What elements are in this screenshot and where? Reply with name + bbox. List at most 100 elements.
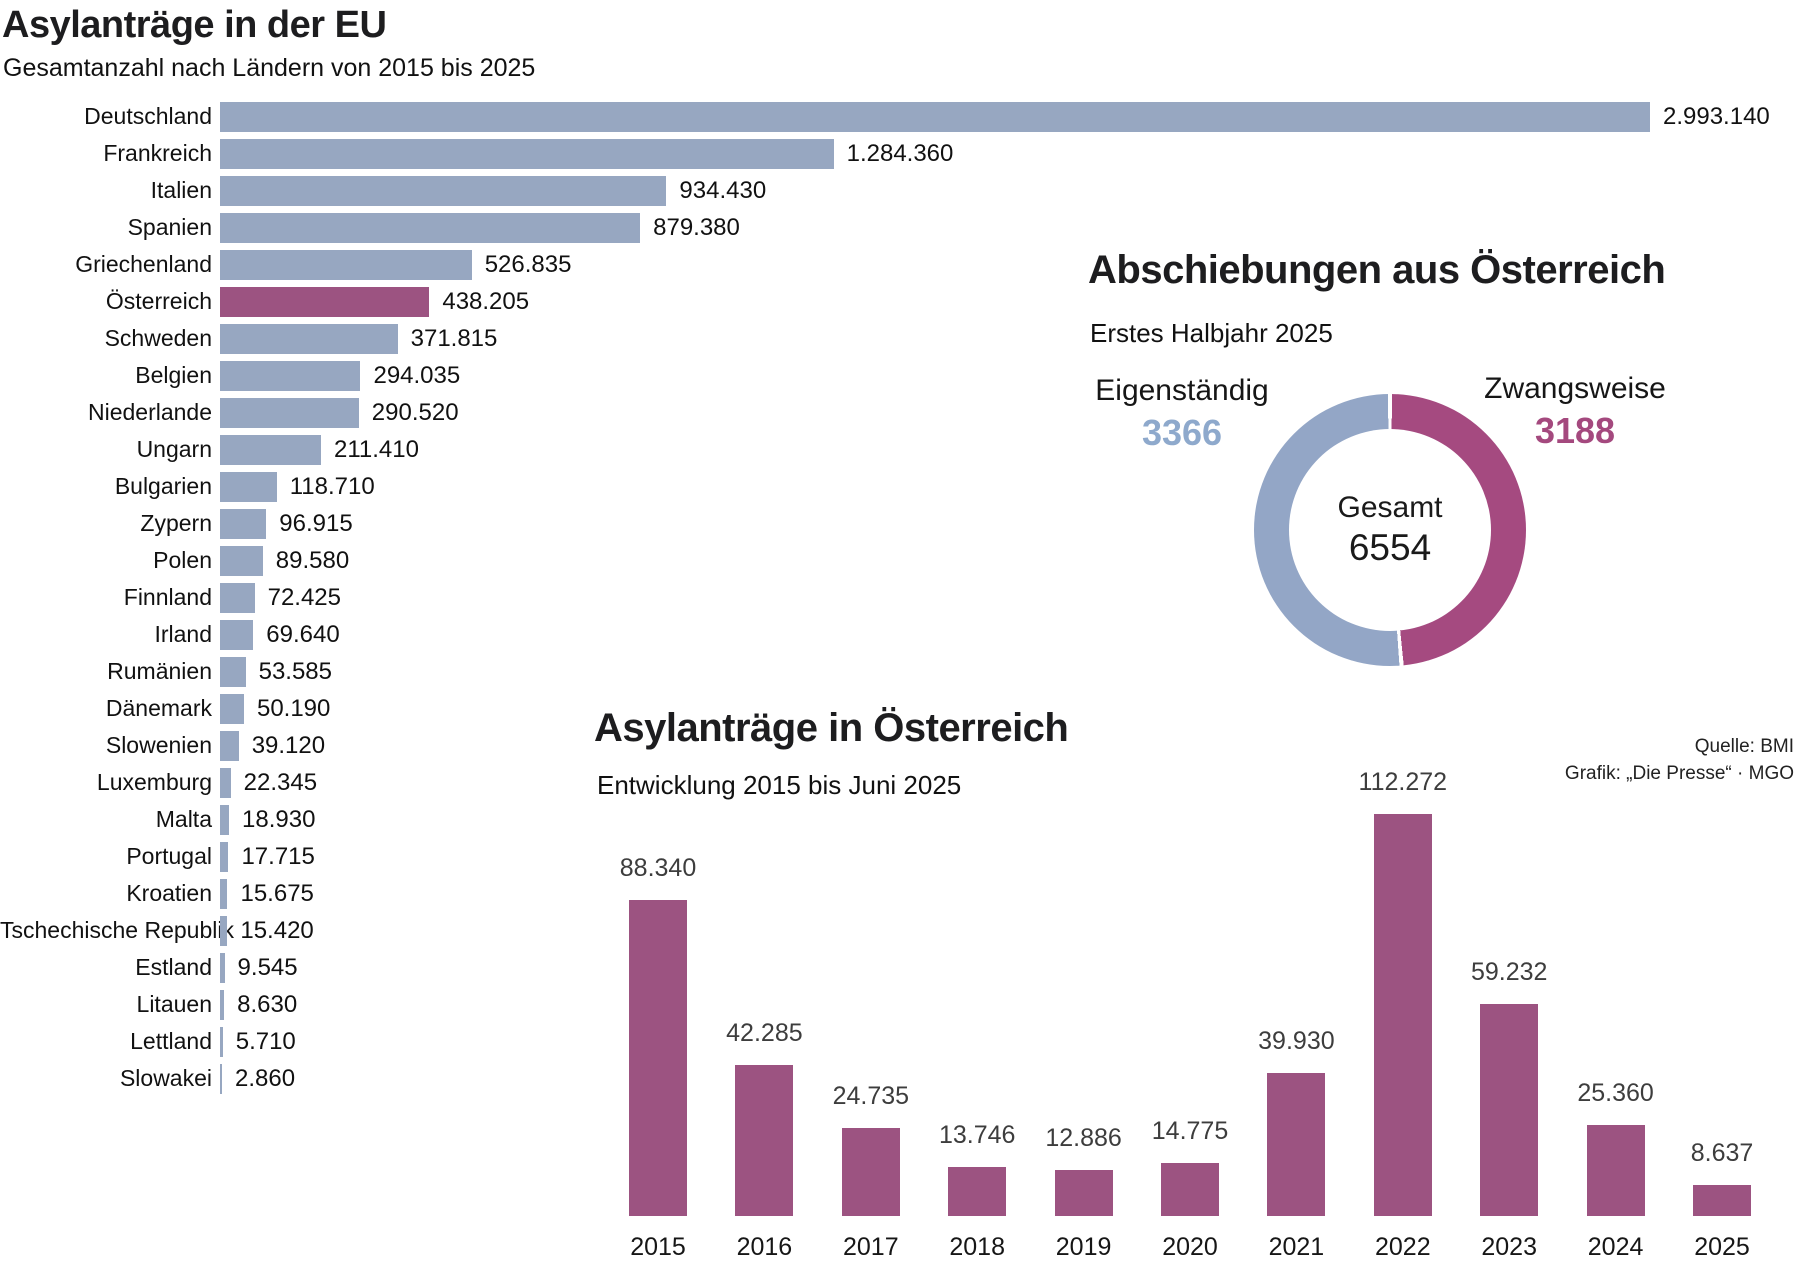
year-bar bbox=[1586, 1125, 1645, 1216]
year-axis-label: 2016 bbox=[736, 1233, 793, 1261]
country-bar bbox=[220, 101, 1650, 132]
country-value: 53.585 bbox=[258, 657, 332, 685]
country-label: Schweden bbox=[104, 325, 212, 351]
year-bar bbox=[629, 900, 687, 1216]
country-label: Rumänien bbox=[107, 658, 212, 684]
country-value: 2.860 bbox=[235, 1064, 296, 1092]
country-label: Kroatien bbox=[126, 880, 212, 906]
donut-center-value: 6554 bbox=[1348, 527, 1432, 568]
year-bar-value: 12.886 bbox=[1045, 1124, 1122, 1152]
year-bar-value: 24.735 bbox=[832, 1082, 910, 1110]
country-value: 22.345 bbox=[243, 768, 318, 796]
eu-bar-row: Lettland 5.710 bbox=[0, 1023, 1800, 1060]
eu-chart-subtitle: Gesamtanzahl nach Ländern von 2015 bis 2… bbox=[3, 54, 536, 82]
eu-bar-row: Rumänien 53.585 bbox=[0, 653, 1800, 690]
year-bar bbox=[1267, 1073, 1326, 1216]
country-label: Luxemburg bbox=[96, 769, 212, 795]
legend-eigenstaendig-name: Eigenständig bbox=[1095, 374, 1269, 407]
year-bar bbox=[1373, 814, 1432, 1216]
legend-eigenstaendig: Eigenständig 3366 bbox=[1062, 374, 1302, 454]
country-value: 72.425 bbox=[267, 583, 341, 611]
year-axis-label: 2018 bbox=[949, 1233, 1005, 1261]
source-grafik: Grafik: „Die Presse“ · MGO bbox=[1564, 763, 1794, 784]
country-value: 17.715 bbox=[241, 842, 315, 870]
country-value: 371.815 bbox=[410, 324, 498, 352]
eu-bar-row: Kroatien 15.675 bbox=[0, 875, 1800, 912]
country-label: Finnland bbox=[123, 584, 212, 610]
source-note: Quelle: BMI Grafik: „Die Presse“ · MGO bbox=[1565, 733, 1794, 787]
eu-bar-row: Estland 9.545 bbox=[0, 949, 1800, 986]
eu-bar-row: Portugal 17.715 bbox=[0, 838, 1800, 875]
eu-bar-row: Slowenien 39.120 bbox=[0, 727, 1800, 764]
country-bar bbox=[220, 1026, 223, 1057]
eu-bar-row: Irland 69.640 bbox=[0, 616, 1800, 653]
eu-bar-row: Niederlande 290.520 bbox=[0, 394, 1800, 431]
country-label: Spanien bbox=[127, 214, 212, 240]
eu-bar-row: Italien 934.430 bbox=[0, 172, 1800, 209]
country-label: Tschechische Republik bbox=[0, 917, 234, 943]
country-label: Malta bbox=[155, 806, 212, 832]
year-bar bbox=[1480, 1004, 1539, 1216]
country-bar bbox=[220, 397, 359, 428]
country-value: 50.190 bbox=[256, 694, 331, 722]
year-axis-label: 2019 bbox=[1055, 1233, 1112, 1261]
year-bar-value: 8.637 bbox=[1690, 1139, 1754, 1167]
country-bar bbox=[220, 619, 254, 650]
austria-chart-subtitle: Entwicklung 2015 bis Juni 2025 bbox=[597, 770, 962, 800]
eu-bar-row: Griechenland 526.835 bbox=[0, 246, 1800, 283]
country-bar bbox=[220, 360, 361, 391]
country-value: 96.915 bbox=[279, 509, 353, 537]
year-axis-label: 2025 bbox=[1694, 1233, 1750, 1261]
country-bar bbox=[220, 434, 321, 465]
year-axis-label: 2023 bbox=[1481, 1233, 1537, 1261]
year-bar-value: 88.340 bbox=[619, 854, 697, 882]
country-label: Irland bbox=[154, 621, 212, 647]
country-bar bbox=[220, 656, 246, 687]
eu-bar-row: Österreich 438.205 bbox=[0, 283, 1800, 320]
country-value: 526.835 bbox=[484, 250, 572, 278]
eu-bar-row: Polen 89.580 bbox=[0, 542, 1800, 579]
country-value: 438.205 bbox=[442, 287, 530, 315]
year-bar bbox=[1054, 1170, 1113, 1216]
year-bar-value: 13.746 bbox=[938, 1121, 1016, 1149]
country-label: Lettland bbox=[130, 1028, 212, 1054]
country-bar bbox=[220, 915, 228, 946]
eu-bar-row: Finnland 72.425 bbox=[0, 579, 1800, 616]
country-value: 8.630 bbox=[237, 990, 298, 1018]
year-bar-value: 42.285 bbox=[726, 1019, 803, 1047]
eu-bar-row: Ungarn 211.410 bbox=[0, 431, 1800, 468]
country-bar bbox=[220, 730, 239, 761]
country-bar bbox=[220, 249, 472, 280]
eu-bar-row: Dänemark 50.190 bbox=[0, 690, 1800, 727]
country-value: 89.580 bbox=[275, 546, 350, 574]
legend-zwangsweise-name: Zwangsweise bbox=[1484, 372, 1666, 405]
country-bar bbox=[220, 767, 231, 798]
country-bar bbox=[220, 952, 225, 983]
country-value: 290.520 bbox=[371, 398, 459, 426]
country-label: Dänemark bbox=[105, 695, 212, 721]
country-label: Griechenland bbox=[75, 251, 212, 277]
country-label: Frankreich bbox=[103, 140, 212, 166]
country-value: 2.993.140 bbox=[1663, 102, 1770, 130]
country-label: Ungarn bbox=[136, 436, 212, 462]
country-label: Bulgarien bbox=[114, 473, 212, 499]
legend-eigenstaendig-value: 3366 bbox=[1141, 412, 1223, 453]
austria-chart-title: Asylanträge in Österreich bbox=[594, 706, 1069, 750]
year-axis-label: 2017 bbox=[842, 1233, 899, 1261]
country-bar bbox=[220, 989, 225, 1020]
country-value: 9.545 bbox=[237, 953, 298, 981]
year-bar bbox=[1693, 1185, 1751, 1216]
country-label: Belgien bbox=[135, 362, 212, 388]
year-bar bbox=[841, 1128, 900, 1216]
eu-bar-row: Litauen 8.630 bbox=[0, 986, 1800, 1023]
country-value: 15.675 bbox=[240, 879, 314, 907]
country-value: 5.710 bbox=[235, 1027, 296, 1055]
eu-bar-row: Luxemburg 22.345 bbox=[0, 764, 1800, 801]
year-bar-value: 39.930 bbox=[1258, 1027, 1335, 1055]
country-label: Litauen bbox=[136, 991, 212, 1017]
country-bar bbox=[220, 693, 244, 724]
year-bar-value: 25.360 bbox=[1577, 1079, 1654, 1107]
eu-chart-title: Asylanträge in der EU bbox=[2, 4, 387, 46]
country-label: Italien bbox=[150, 177, 212, 203]
